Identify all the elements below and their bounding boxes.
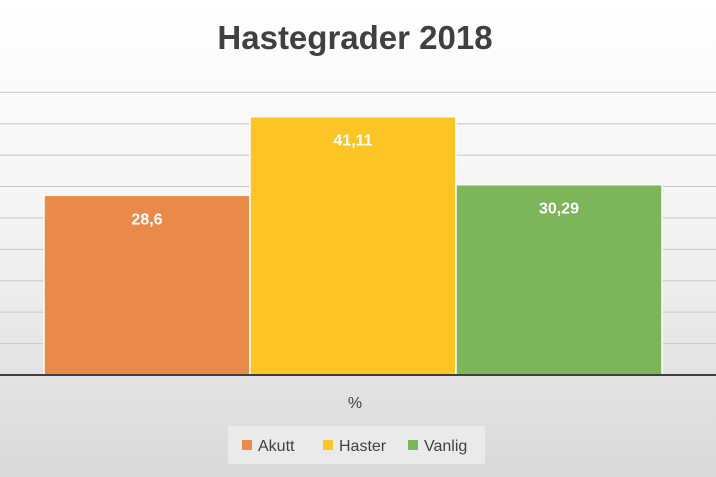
bar-haster xyxy=(249,115,457,376)
legend-swatch-haster xyxy=(323,440,333,450)
bars: 28,6 41,11 30,29 xyxy=(43,115,663,376)
data-label-haster: 41,11 xyxy=(333,133,372,150)
legend-label-vanlig: Vanlig xyxy=(424,438,467,455)
legend-label-akutt: Akutt xyxy=(258,438,295,455)
data-label-vanlig: 30,29 xyxy=(539,201,579,218)
chart-title: Hastegrader 2018 xyxy=(217,19,492,56)
legend-label-haster: Haster xyxy=(339,438,387,455)
legend-swatch-vanlig xyxy=(408,440,418,450)
bar-vanlig xyxy=(455,183,663,376)
legend xyxy=(228,426,485,464)
category-label: % xyxy=(348,395,362,412)
legend-items: Akutt Haster Vanlig xyxy=(242,438,467,455)
legend-swatch-akutt xyxy=(242,440,252,450)
data-label-akutt: 28,6 xyxy=(131,211,162,228)
